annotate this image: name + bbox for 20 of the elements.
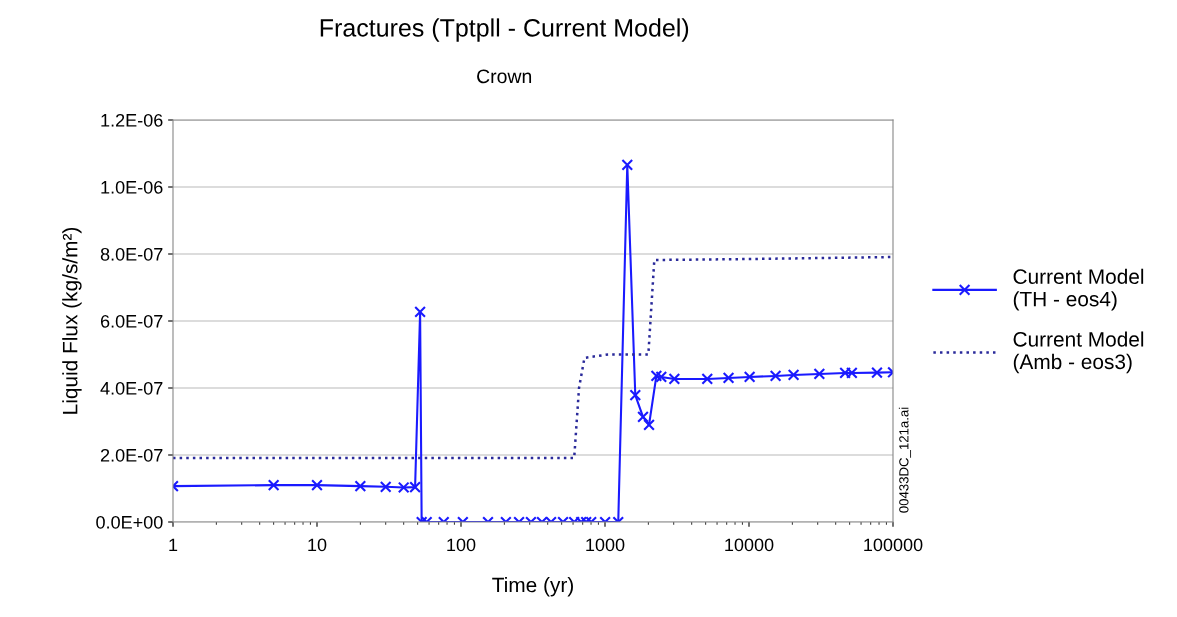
chart-title: Fractures (Tptpll - Current Model) (320, 18, 689, 42)
x-axis-title: Time (yr) (492, 577, 573, 597)
y-tick-label: 8.0E-07 (100, 247, 163, 261)
x-tick-label: 100000 (864, 538, 923, 552)
legend-label: Current Model (Amb - eos3) (1013, 331, 1144, 374)
y-tick-label: 1.2E-06 (101, 113, 163, 127)
legend-label: Current Model (TH - eos4) (1013, 268, 1144, 311)
y-tick-label: 6.0E-07 (100, 314, 163, 328)
x-tick-label: 1 (169, 538, 178, 552)
chart-subtitle: Crown (477, 69, 532, 84)
x-tick-label: 100 (447, 538, 476, 552)
y-axis-title: Liquid Flux (kg/s/m²) (62, 227, 82, 414)
x-tick-label: 10 (308, 538, 327, 552)
text: 00433DC_121a.ai (898, 407, 912, 513)
x-tick-label: 1000 (586, 538, 625, 552)
y-tick-label: 0.0E+00 (96, 515, 163, 529)
y-tick-label: 4.0E-07 (100, 381, 163, 395)
y-tick-label: 2.0E-07 (100, 448, 163, 462)
x-tick-label: 10000 (725, 538, 774, 552)
y-tick-label: 1.0E-06 (101, 180, 163, 194)
